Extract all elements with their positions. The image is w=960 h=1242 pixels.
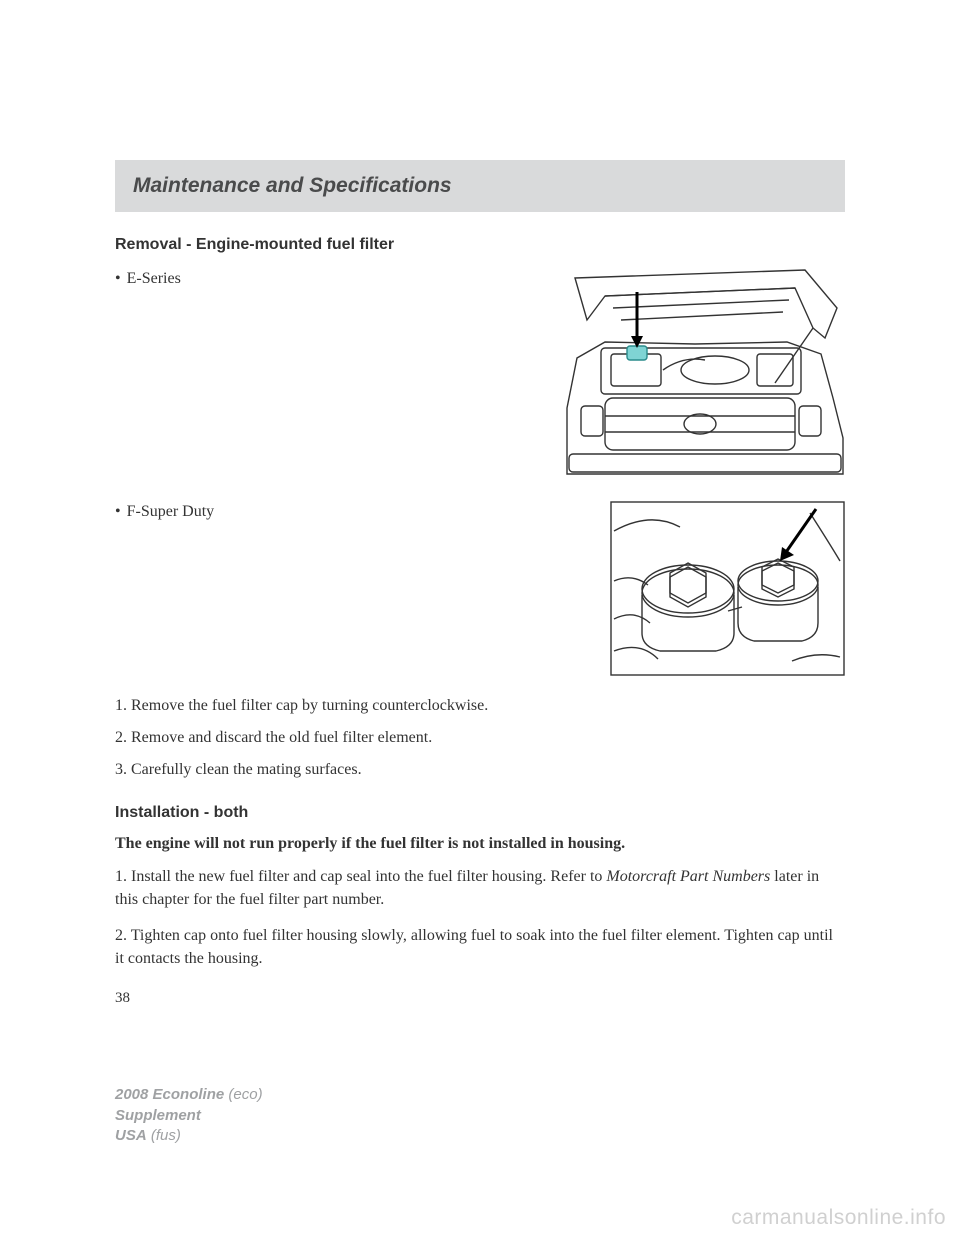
engine-bay-svg — [565, 268, 845, 483]
removal-step-1: 1. Remove the fuel filter cap by turning… — [115, 694, 845, 718]
installation-step-1: 1. Install the new fuel filter and cap s… — [115, 865, 845, 911]
bullet-marker: • — [115, 268, 127, 290]
installation-warning: The engine will not run properly if the … — [115, 832, 845, 855]
installation-step-2: 2. Tighten cap onto fuel filter housing … — [115, 924, 845, 970]
footer-block: 2008 Econoline (eco) Supplement USA (fus… — [115, 1085, 263, 1146]
bullet-marker: • — [115, 501, 127, 523]
removal-step-3: 3. Carefully clean the mating surfaces. — [115, 758, 845, 782]
footer-region: USA — [115, 1127, 147, 1144]
installation-heading: Installation - both — [115, 804, 845, 822]
page-number: 38 — [115, 990, 845, 1007]
footer-line-1: 2008 Econoline (eco) — [115, 1085, 263, 1105]
bullet-row-eseries: • E-Series — [115, 268, 845, 483]
section-header-bar: Maintenance and Specifications — [115, 160, 845, 212]
bullet-label-eseries: E-Series — [127, 268, 565, 290]
bullet-row-fsuper: • F-Super Duty — [115, 501, 845, 676]
footer-region-code: (fus) — [147, 1127, 181, 1144]
footer-model-code: (eco) — [224, 1086, 262, 1103]
footer-line-3: USA (fus) — [115, 1126, 263, 1146]
footer-line-2: Supplement — [115, 1106, 263, 1126]
install-step1-pre: 1. Install the new fuel filter and cap s… — [115, 868, 606, 885]
bullet-label-fsuper: F-Super Duty — [127, 501, 610, 523]
illustration-eseries — [565, 268, 845, 483]
removal-step-2: 2. Remove and discard the old fuel filte… — [115, 726, 845, 750]
fuel-filter-svg — [610, 501, 845, 676]
section-header-title: Maintenance and Specifications — [133, 174, 827, 198]
removal-heading: Removal - Engine-mounted fuel filter — [115, 236, 845, 254]
manual-page: Maintenance and Specifications Removal -… — [0, 0, 960, 1242]
illustration-fsuper — [610, 501, 845, 676]
install-step1-italic: Motorcraft Part Numbers — [606, 868, 770, 885]
removal-steps: 1. Remove the fuel filter cap by turning… — [115, 694, 845, 782]
watermark-text: carmanualsonline.info — [731, 1206, 946, 1230]
footer-model: 2008 Econoline — [115, 1086, 224, 1103]
